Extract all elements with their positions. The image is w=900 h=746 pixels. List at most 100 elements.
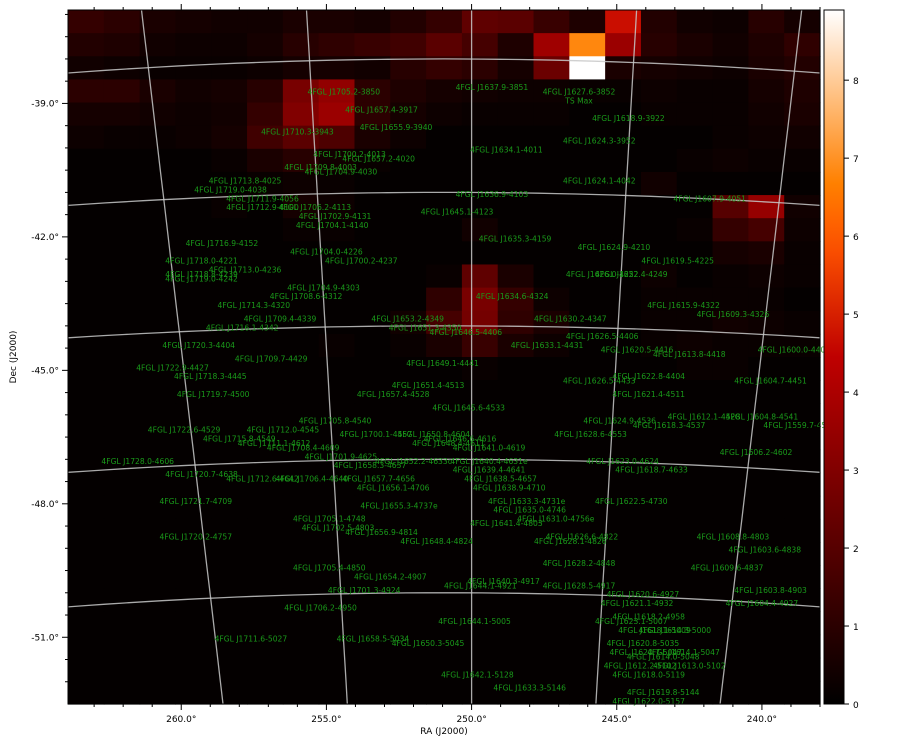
heatmap-cell [318,542,356,566]
source-label: 4FGL J1712.6-4642 [226,475,299,484]
heatmap-cell [139,542,177,566]
heatmap-cell [605,542,642,566]
source-label: 4FGL J1719.7-4500 [177,390,250,399]
heatmap-cell [605,287,642,312]
heatmap-cell [748,680,785,705]
source-label: 4FGL J1641.0-4619 [453,443,526,452]
heatmap-cell [282,264,320,289]
heatmap-cell [211,10,248,34]
heatmap-cell [426,241,463,266]
heatmap-cell [712,171,749,196]
heatmap-cell [175,333,212,358]
source-label: 4FGL J1658.5-5034 [337,635,410,644]
heatmap-cell [640,241,678,266]
heatmap-cell [175,680,212,705]
heatmap-cell [390,380,427,404]
source-label: 4FGL J1622.0-5157 [612,697,685,706]
heatmap-cell [605,403,642,427]
colorbar: 0 1 2 3 4 5 6 7 8 [823,9,859,711]
heatmap-cell [569,10,606,34]
source-label: 4FGL J1622.5-4730 [595,497,668,506]
source-label: 4FGL J1604.4-4927 [726,599,799,608]
heatmap-cell [318,218,356,242]
source-label: 4FGL J1719.0-4038 [194,185,267,194]
heatmap-cell [569,125,606,150]
heatmap-cell [68,264,105,289]
heatmap-cell [68,357,105,381]
heatmap-cell [390,241,427,266]
heatmap-cell [497,518,535,543]
heatmap-cell [390,264,427,289]
heatmap-cell [426,218,463,242]
heatmap-cell [103,680,141,705]
heatmap-cell [103,264,141,289]
heatmap-cell [103,287,141,312]
heatmap-cell [390,33,427,57]
heatmap-cell [282,102,320,127]
heatmap-cell [426,102,463,127]
heatmap-cell [426,518,463,543]
heatmap-cell [68,287,105,312]
source-label: 4FGL J1645.1-4123 [421,208,494,217]
source-label: 4FGL J1706.2-4113 [278,203,351,212]
heatmap-cell [247,102,284,127]
heatmap-cell [139,287,177,312]
heatmap-cell [497,565,535,589]
heatmap-cell [748,565,785,589]
heatmap-cell [247,218,284,242]
source-label: 4FGL J1657.4-4528 [357,390,430,399]
heatmap-cell [748,10,785,34]
heatmap-cell [676,657,714,682]
heatmap-cell [605,680,642,705]
source-label: 4FGL J1653.2-4349 [371,314,444,323]
heatmap-cell [282,611,320,636]
heatmap-cell [640,148,678,173]
source-label: 4FGL J1628.6-4553 [554,430,627,439]
heatmap-cell [390,542,427,566]
heatmap-cell [103,310,141,335]
source-label: 4FGL J1634.1-4011 [470,145,543,154]
heatmap-cell [211,241,248,266]
heatmap-cell [569,102,606,127]
heatmap-cell [390,56,427,80]
heatmap-cell [605,611,642,636]
heatmap-cell [784,218,821,242]
source-label: 4FGL J1626.6-4822 [546,532,619,541]
heatmap-cell [640,56,678,80]
dec-gridline [67,458,821,473]
heatmap-cell [103,171,141,196]
source-label: 4FGL J1621.4-4511 [612,390,685,399]
heatmap-cell [569,56,606,80]
heatmap-cell [175,426,212,451]
source-label: 4FGL J1607.9-4051 [673,194,746,203]
heatmap-cell [605,333,642,358]
heatmap-cell [533,33,570,57]
heatmap-cell [247,449,284,474]
source-label: 4FGL J1633.1-4431 [511,341,584,350]
heatmap-cell [712,495,749,520]
heatmap-cell [676,611,714,636]
colorbar-tick-label: 0 [853,701,859,711]
source-label: 4FGL J1721.7-4709 [159,497,232,506]
heatmap-cell [497,310,535,335]
heatmap-cell [784,33,821,57]
heatmap-cell [354,10,391,34]
heatmap-cell [282,218,320,242]
heatmap-cell [497,33,535,57]
heatmap-cell [605,495,642,520]
heatmap-cell [247,680,284,705]
heatmap-cell [211,310,248,335]
heatmap-cell [139,195,177,219]
heatmap-cell [497,102,535,127]
heatmap-cell [282,518,320,543]
colorbar-tick-label: 3 [853,467,859,477]
heatmap-cell [282,680,320,705]
heatmap-cell [354,634,391,659]
heatmap-cell [712,634,749,659]
heatmap-cell [103,56,141,80]
heatmap-cell [676,634,714,659]
source-label: 4FGL J1622.8-4404 [612,372,685,381]
heatmap-cell [139,472,177,497]
heatmap-cell [533,472,570,497]
